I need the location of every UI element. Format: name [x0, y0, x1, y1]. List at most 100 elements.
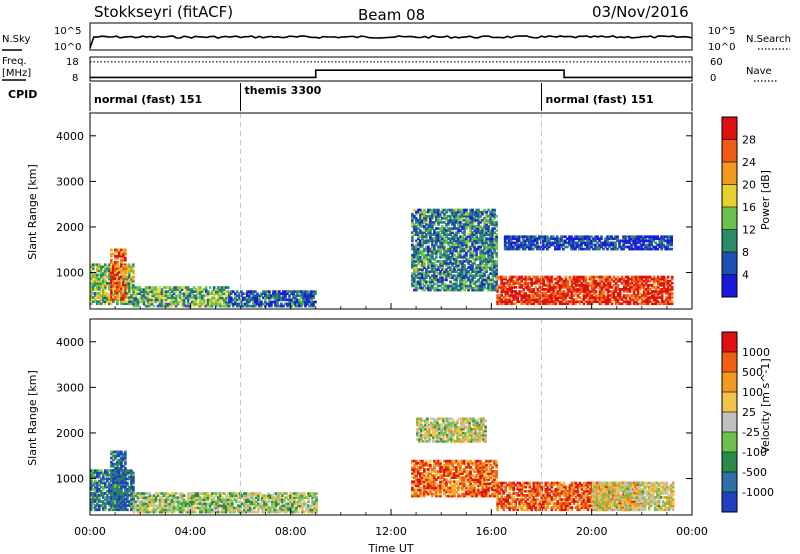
- nave-tick-bottom: 0: [710, 73, 716, 84]
- velocity-colorbar: 1000 500 100 25 -25 -100 -500 -1000: [721, 331, 774, 513]
- velocity-ytick-1000: 1000: [56, 473, 84, 486]
- velocity-ytick-2000: 2000: [56, 427, 84, 440]
- power-colorbar-swatch-1: [722, 274, 737, 298]
- nsearch-label: N.Search: [746, 34, 791, 45]
- nsearch-tick-bottom: 10^0: [708, 42, 735, 53]
- nsky-trace: [89, 35, 693, 49]
- power-colorbar-tick-6: 24: [742, 156, 756, 169]
- velocity-colorbar-tick-5: -25: [742, 426, 760, 439]
- xtick-4: 16:00: [475, 525, 507, 538]
- velocity-panel: 1000 2000 3000 4000 Slant Range [km] 1000 50…: [26, 303, 774, 554]
- cpid-label: CPID: [8, 88, 37, 101]
- power-colorbar-swatch-4: [722, 207, 737, 230]
- nave-label: Nave: [746, 66, 772, 77]
- power-colorbar-swatch-3: [722, 229, 737, 253]
- velocity-colorbar-label: Velocity [m s^-1]: [759, 358, 772, 453]
- velocity-region-5: [416, 417, 487, 443]
- freq-label-line2: [MHz]: [2, 68, 31, 79]
- velocity-colorbar-swatch-6: [722, 392, 737, 413]
- velocity-heatmap: [90, 417, 675, 514]
- power-colorbar-tick-2: 8: [742, 246, 749, 259]
- freq-tick-top: 18: [66, 57, 79, 68]
- cpid-segment-3: normal (fast) 151: [546, 93, 654, 106]
- xtick-0: 00:00: [74, 525, 106, 538]
- power-y-axis: 1000 2000 3000 4000: [56, 130, 692, 280]
- freq-trace: [90, 69, 692, 79]
- velocity-colorbar-swatch-1: [722, 492, 737, 513]
- velocity-colorbar-tick-8: -1000: [742, 486, 774, 499]
- freq-tick-bottom: 8: [72, 73, 78, 84]
- power-grid: [240, 113, 542, 309]
- velocity-region-4: [411, 459, 498, 498]
- power-colorbar-tick-3: 12: [742, 224, 756, 237]
- nsky-panel: N.Sky 10^5 10^0 10^5 10^0 N.Search: [2, 22, 791, 53]
- power-colorbar-tick-7: 28: [742, 134, 756, 147]
- velocity-colorbar-tick-2: 500: [742, 366, 763, 379]
- power-colorbar-swatch-6: [722, 162, 737, 185]
- freq-panel: Freq. [MHz] 18 8 60 0 Nave: [2, 56, 778, 84]
- power-ytick-3000: 3000: [56, 175, 84, 188]
- xtick-6: 00:00: [676, 525, 708, 538]
- velocity-colorbar-swatch-8: [722, 352, 737, 373]
- power-ytick-2000: 2000: [56, 221, 84, 234]
- cpid-segment-2: themis 3300: [245, 84, 322, 97]
- power-colorbar-swatch-2: [722, 252, 737, 275]
- velocity-ytick-4000: 4000: [56, 336, 84, 349]
- power-colorbar-label: Power [dB]: [759, 170, 772, 230]
- power-region-7: [503, 235, 673, 251]
- xtick-3: 12:00: [375, 525, 407, 538]
- velocity-region-3: [132, 492, 318, 514]
- power-colorbar-swatch-5: [722, 184, 737, 208]
- velocity-grid: [240, 319, 542, 515]
- beam-title: Beam 08: [358, 6, 425, 24]
- power-region-5: [411, 208, 498, 292]
- nsky-tick-top: 10^5: [54, 26, 81, 37]
- power-colorbar-swatch-8: [722, 117, 737, 140]
- power-y-axis-label: Slant Range [km]: [26, 164, 39, 260]
- power-ytick-1000: 1000: [56, 267, 84, 280]
- power-heatmap: [90, 208, 674, 308]
- power-region-3: [132, 286, 230, 308]
- velocity-colorbar-swatch-7: [722, 372, 737, 393]
- power-colorbar: 4 8 12 16 20 24 28: [721, 116, 756, 298]
- power-panel: 1000 2000 3000 4000 Slant Range [km] 4 8 12 16…: [26, 112, 772, 310]
- station-title: Stokkseyri (fitACF): [94, 3, 233, 21]
- velocity-region-2: [110, 450, 127, 507]
- cpid-segment-1: normal (fast) 151: [94, 93, 202, 106]
- power-colorbar-tick-5: 20: [742, 179, 756, 192]
- date-title: 03/Nov/2016: [592, 3, 689, 21]
- velocity-colorbar-swatch-5: [722, 412, 737, 433]
- time-x-axis: 00:00 04:00 08:00 12:00 16:00 20:00 00:00: [74, 303, 708, 538]
- nsky-tick-bottom: 10^0: [54, 42, 81, 53]
- velocity-colorbar-tick-6: -100: [742, 446, 767, 459]
- xtick-5: 20:00: [576, 525, 608, 538]
- velocity-colorbar-tick-3: 100: [742, 386, 763, 399]
- velocity-colorbar-swatch-2: [722, 472, 737, 493]
- power-ytick-4000: 4000: [56, 130, 84, 143]
- nave-tick-top: 60: [710, 57, 723, 68]
- cpid-row: CPID normal (fast) 151 themis 3300 norma…: [8, 83, 693, 111]
- x-axis-label: Time UT: [367, 542, 413, 554]
- velocity-colorbar-swatch-3: [722, 452, 737, 473]
- velocity-colorbar-tick-1: 1000: [742, 346, 770, 359]
- velocity-colorbar-swatch-9: [722, 332, 737, 353]
- freq-label-line1: Freq.: [2, 56, 27, 67]
- power-colorbar-tick-1: 4: [742, 269, 749, 282]
- power-region-6: [496, 275, 674, 306]
- power-colorbar-tick-4: 16: [742, 201, 756, 214]
- power-region-2: [110, 248, 127, 301]
- velocity-colorbar-tick-7: -500: [742, 466, 767, 479]
- velocity-y-axis-label: Slant Range [km]: [26, 370, 39, 466]
- velocity-region-7: [591, 481, 675, 512]
- nsearch-tick-top: 10^5: [708, 26, 735, 37]
- xtick-1: 04:00: [174, 525, 206, 538]
- velocity-ytick-3000: 3000: [56, 381, 84, 394]
- nsky-label: N.Sky: [2, 34, 30, 45]
- velocity-colorbar-swatch-4: [722, 432, 737, 453]
- velocity-y-axis: 1000 2000 3000 4000: [56, 336, 692, 486]
- power-colorbar-swatch-7: [722, 139, 737, 163]
- velocity-colorbar-tick-4: 25: [742, 406, 756, 419]
- power-region-4: [228, 290, 317, 308]
- xtick-2: 08:00: [275, 525, 307, 538]
